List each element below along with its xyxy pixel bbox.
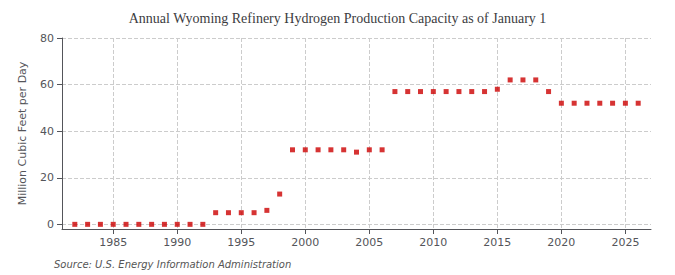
- svg-text:2025: 2025: [611, 236, 639, 249]
- svg-text:Annual Wyoming Refinery Hydrog: Annual Wyoming Refinery Hydrogen Product…: [129, 11, 547, 26]
- svg-text:2010: 2010: [419, 236, 447, 249]
- svg-text:2005: 2005: [355, 236, 383, 249]
- svg-text:Million Cubic Feet per Day: Million Cubic Feet per Day: [16, 61, 29, 205]
- svg-text:1985: 1985: [99, 236, 127, 249]
- svg-text:Source: U.S. Energy Informatio: Source: U.S. Energy Information Administ…: [54, 259, 291, 270]
- svg-text:2015: 2015: [483, 236, 511, 249]
- svg-text:2020: 2020: [547, 236, 575, 249]
- svg-text:2000: 2000: [291, 236, 319, 249]
- svg-text:40: 40: [40, 125, 54, 138]
- svg-text:1995: 1995: [227, 236, 255, 249]
- svg-text:20: 20: [40, 171, 54, 184]
- svg-text:0: 0: [47, 218, 54, 231]
- svg-text:60: 60: [40, 78, 54, 91]
- svg-text:80: 80: [40, 32, 54, 45]
- svg-text:1990: 1990: [163, 236, 191, 249]
